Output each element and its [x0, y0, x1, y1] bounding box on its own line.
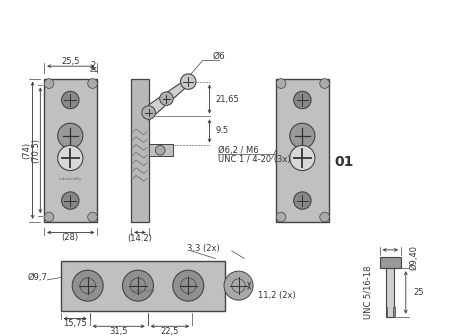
Text: 31,5: 31,5 — [109, 327, 128, 336]
Text: (28): (28) — [62, 233, 79, 242]
Circle shape — [88, 212, 97, 222]
Bar — [44, 79, 97, 222]
Text: Ø6,2 / M6: Ø6,2 / M6 — [218, 146, 259, 155]
Bar — [131, 79, 149, 222]
Circle shape — [62, 192, 79, 209]
Text: Ø6: Ø6 — [212, 52, 225, 61]
Circle shape — [276, 212, 286, 222]
Bar — [276, 79, 329, 222]
Circle shape — [44, 212, 54, 222]
Polygon shape — [148, 78, 188, 120]
Polygon shape — [148, 144, 173, 156]
Text: UNC 1 / 4-20 (3x): UNC 1 / 4-20 (3x) — [218, 156, 291, 164]
Circle shape — [320, 212, 329, 222]
Circle shape — [276, 79, 286, 88]
Text: (74): (74) — [22, 142, 32, 159]
Circle shape — [160, 92, 173, 106]
Text: 9.5: 9.5 — [215, 126, 229, 135]
Text: Ø9,7: Ø9,7 — [27, 274, 47, 283]
Text: 2: 2 — [91, 61, 96, 70]
Text: 25: 25 — [414, 288, 424, 297]
Circle shape — [44, 79, 54, 88]
Circle shape — [294, 192, 311, 209]
Circle shape — [320, 79, 329, 88]
Circle shape — [294, 91, 311, 109]
Bar — [380, 257, 401, 268]
Text: 15,75: 15,75 — [63, 319, 87, 328]
Text: 11,2 (2x): 11,2 (2x) — [258, 291, 296, 300]
Bar — [393, 307, 395, 317]
Text: 22,5: 22,5 — [161, 327, 179, 336]
Circle shape — [290, 123, 315, 149]
Circle shape — [180, 74, 196, 89]
Circle shape — [72, 270, 103, 301]
Circle shape — [58, 145, 83, 171]
Circle shape — [142, 106, 155, 119]
Circle shape — [290, 145, 315, 171]
Circle shape — [155, 145, 165, 155]
Text: industriella: industriella — [59, 177, 82, 181]
Text: 25,5: 25,5 — [61, 57, 80, 66]
Text: industriella: industriella — [130, 289, 155, 293]
Circle shape — [58, 123, 83, 149]
Circle shape — [173, 270, 204, 301]
Text: UNC 5/16-18: UNC 5/16-18 — [364, 266, 373, 319]
Text: 01: 01 — [334, 155, 354, 169]
Text: (14.2): (14.2) — [127, 234, 153, 243]
Circle shape — [122, 270, 153, 301]
Text: 21,65: 21,65 — [215, 94, 239, 103]
Bar — [387, 268, 394, 317]
Circle shape — [88, 79, 97, 88]
Circle shape — [224, 271, 253, 300]
Circle shape — [62, 91, 79, 109]
Text: (70.5): (70.5) — [31, 138, 40, 163]
Bar — [61, 260, 225, 311]
Text: 3,3 (2x): 3,3 (2x) — [187, 244, 220, 253]
Bar — [386, 307, 387, 317]
Text: Ø9,40: Ø9,40 — [410, 245, 419, 270]
